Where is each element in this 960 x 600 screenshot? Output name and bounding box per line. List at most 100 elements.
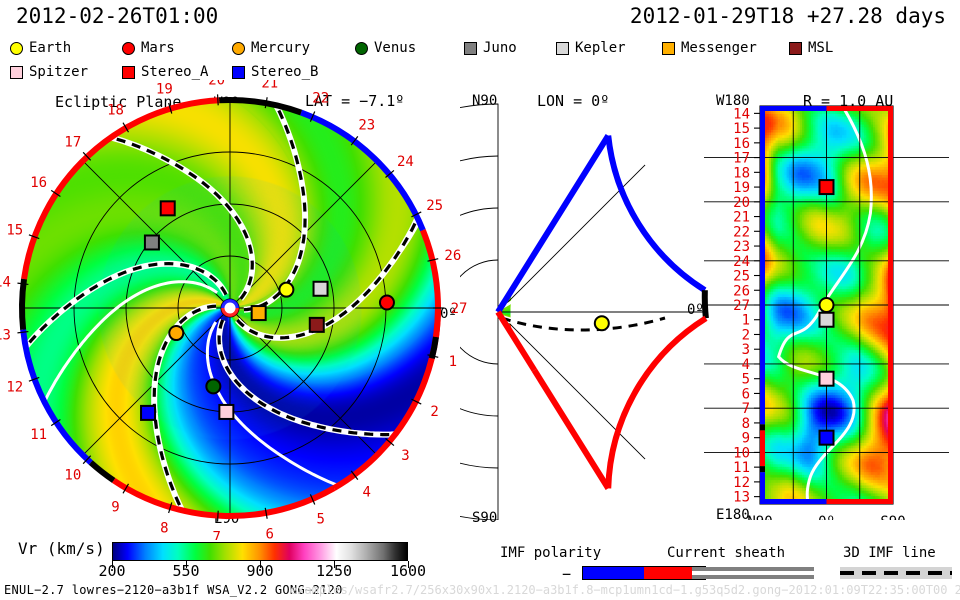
legend-label: Messenger — [681, 40, 757, 56]
ecliptic-radial-tick-label: 20 — [208, 80, 225, 88]
legend-swatch-mercury-icon — [232, 41, 245, 55]
map-y-tick-label: 18 — [733, 165, 750, 181]
ecliptic-axis-right-label: 0º — [440, 306, 457, 322]
meridional-axis-bottom-label: S90 — [472, 510, 498, 526]
ecliptic-radial-tick-label: 13 — [0, 328, 11, 344]
ecliptic-radial-tick-label: 23 — [358, 117, 375, 133]
ecliptic-radial-tick-label: 3 — [401, 448, 409, 464]
map-x-tick-label: 0º — [818, 514, 835, 520]
ecliptic-radial-tick-label: 15 — [6, 223, 23, 239]
map-y-tick-label: 8 — [742, 416, 750, 432]
map-y-tick-label: 10 — [733, 445, 750, 461]
colorbar-tick-label: 550 — [172, 562, 200, 580]
ecliptic-radial-tick-label: 6 — [266, 527, 274, 540]
map-y-tick-label: 17 — [733, 151, 750, 167]
map-y-tick-label: 23 — [733, 239, 750, 255]
legend-item-mercury: Mercury — [232, 41, 310, 55]
map-y-tick-label: 4 — [742, 357, 750, 373]
map-y-tick-label: 16 — [733, 136, 750, 152]
ecliptic-radial-tick-label: 8 — [160, 520, 168, 536]
map-body-spitzer-marker — [818, 370, 835, 387]
meridional-panel-title: LON = 0º — [537, 92, 610, 110]
map-body-earth-marker — [818, 297, 835, 313]
legend-item-earth: Earth — [10, 41, 71, 55]
legend-label: Venus — [374, 40, 417, 56]
ecliptic-body-stereo_a-marker — [159, 200, 176, 217]
legend-item-stereo_a: Stereo_A — [122, 65, 208, 79]
ecliptic-radial-tick-label: 27 — [451, 301, 468, 317]
legend-swatch-juno-icon — [464, 41, 477, 55]
map-y-tick-label: 21 — [733, 210, 750, 226]
one-au-map-plot: 1415161718192021222324252627123456789101… — [704, 105, 949, 520]
map-y-tick-label: 25 — [733, 269, 750, 285]
ecliptic-radial-tick-label: 5 — [316, 511, 324, 527]
map-y-tick-label: 20 — [733, 195, 750, 211]
map-y-tick-label: 14 — [733, 106, 750, 122]
ecliptic-radial-tick-label: 25 — [426, 198, 443, 214]
ecliptic-plane-plot: 1234567891011121314151617181920212223242… — [0, 80, 468, 540]
map-y-tick-label: 26 — [733, 283, 750, 299]
ecliptic-body-kepler-marker — [312, 280, 329, 297]
legend-item-spitzer: Spitzer — [10, 65, 88, 79]
legend-swatch-stereo_b-icon — [232, 65, 245, 79]
colorbar-tick — [112, 561, 113, 568]
legend-label: Mercury — [251, 40, 311, 56]
legend-label: Juno — [483, 40, 517, 56]
colorbar-tick-label: 1250 — [315, 562, 353, 580]
map-y-tick-label: 27 — [733, 298, 750, 314]
colorbar-tick-label: 900 — [246, 562, 274, 580]
map-y-tick-label: 1 — [742, 313, 750, 329]
ecliptic-radial-tick-label: 26 — [444, 248, 461, 264]
colorbar-gradient — [112, 542, 408, 561]
ecliptic-radial-tick-label: 4 — [363, 485, 371, 501]
legend-swatch-earth-icon — [10, 41, 23, 55]
ecliptic-radial-tick-label: 14 — [0, 274, 11, 290]
map-y-tick-label: 15 — [733, 121, 750, 137]
legend-swatch-stereo_a-icon — [122, 65, 135, 79]
map-body-stereo_a-marker — [818, 179, 835, 196]
meridional-plane-plot — [460, 103, 709, 520]
legend-item-mars: Mars — [122, 41, 175, 55]
imf-line-swatch-dash — [840, 571, 952, 575]
imf-polarity-swatch — [582, 566, 706, 580]
legend-swatch-messenger-icon — [662, 41, 675, 55]
legend-item-juno: Juno — [464, 41, 517, 55]
map-body-stereo_b-marker — [818, 429, 835, 446]
colorbar-tick-label: 1600 — [389, 562, 427, 580]
ecliptic-radial-tick-label: 11 — [30, 427, 47, 443]
ecliptic-body-stereo_b-marker — [140, 404, 157, 421]
map-y-tick-label: 11 — [733, 460, 750, 476]
current-datetime: 2012-02-26T01:00 — [16, 4, 219, 28]
legend-swatch-kepler-icon — [556, 41, 569, 55]
map-y-tick-label: 9 — [742, 431, 750, 447]
ecliptic-body-mercury-marker — [168, 325, 185, 342]
watermark-footer: examples/wsafr2.7/256x30x90x1.2120−a3b1f… — [290, 583, 960, 597]
colorbar-tick — [260, 561, 261, 568]
ecliptic-radial-tick-label: 1 — [449, 354, 457, 370]
map-corner-bottom-left-label: E180 — [716, 507, 750, 523]
legend-swatch-venus-icon — [355, 41, 368, 55]
legend-label: Stereo_B — [251, 64, 319, 80]
ecliptic-body-msl-marker — [308, 316, 325, 333]
map-x-tick-label: S90 — [880, 514, 905, 520]
ecliptic-radial-tick-label: 9 — [111, 499, 119, 515]
map-y-tick-label: 2 — [742, 327, 750, 343]
imf-negative-sign: − — [562, 565, 572, 583]
colorbar-tick — [408, 561, 409, 568]
map-x-tick-label: N90 — [747, 514, 772, 520]
ecliptic-body-spitzer-marker — [218, 403, 235, 420]
ecliptic-radial-tick-label: 19 — [156, 82, 173, 98]
ecliptic-radial-tick-label: 10 — [64, 468, 81, 484]
ecliptic-radial-tick-label: 17 — [64, 134, 81, 150]
legend-item-stereo_b: Stereo_B — [232, 65, 318, 79]
legend-item-msl: MSL — [789, 41, 833, 55]
ecliptic-radial-tick-label: 12 — [6, 379, 23, 395]
ecliptic-radial-tick-label: 16 — [30, 175, 47, 191]
legend-item-kepler: Kepler — [556, 41, 626, 55]
colorbar-tick — [186, 561, 187, 568]
map-y-tick-label: 24 — [733, 254, 750, 270]
legend-item-venus: Venus — [355, 41, 416, 55]
legend-label: Stereo_A — [141, 64, 209, 80]
map-y-tick-label: 7 — [742, 401, 750, 417]
